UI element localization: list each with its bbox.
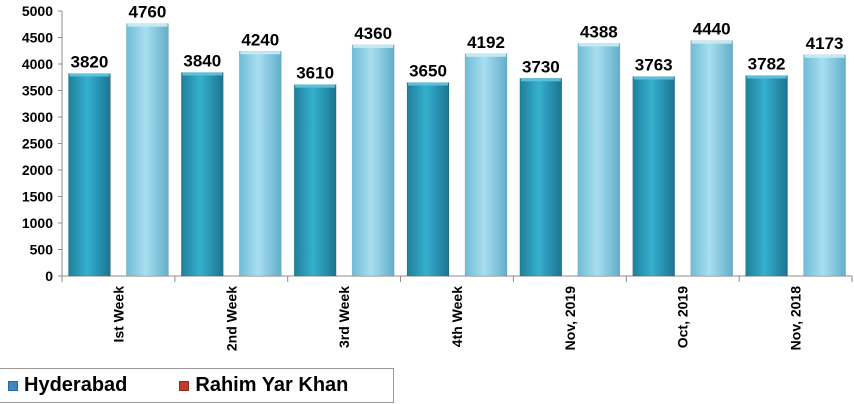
x-tick-label: 4th Week <box>449 286 465 347</box>
bar <box>803 54 846 277</box>
x-tick-label: 3rd Week <box>336 286 352 348</box>
y-tick-label: 3500 <box>22 83 53 99</box>
x-axis: Ist Week 2nd Week 3rd Week 4th Week Nov, 201… <box>61 275 853 351</box>
y-tick-label: 2000 <box>22 162 53 178</box>
bar <box>351 44 395 277</box>
x-tick-label: 2nd Week <box>223 286 239 351</box>
data-label: 3782 <box>748 55 786 74</box>
bar <box>180 72 224 277</box>
data-label: 3650 <box>409 62 447 81</box>
bar-highlight <box>746 75 787 79</box>
y-tick-label: 500 <box>30 242 54 258</box>
data-label: 4240 <box>241 30 279 49</box>
bar-highlight <box>578 43 619 47</box>
bar <box>238 50 282 277</box>
data-label: 4360 <box>354 24 392 43</box>
data-label: 3820 <box>71 53 109 72</box>
bar <box>126 23 169 277</box>
bar-series-group <box>68 23 846 277</box>
bar <box>68 73 111 277</box>
y-tick-label: 1000 <box>22 215 53 231</box>
y-tick-label: 3000 <box>22 109 53 125</box>
bar <box>577 43 621 277</box>
data-label: 4760 <box>129 3 167 22</box>
bar-highlight <box>69 73 110 77</box>
bar-highlight <box>127 23 168 27</box>
bar-highlight <box>466 53 506 57</box>
data-label: 4173 <box>806 34 844 53</box>
bar <box>632 76 676 277</box>
x-tick-label: Oct, 2019 <box>675 286 691 348</box>
bar <box>745 75 788 277</box>
x-tick-label: Nov, 2019 <box>562 286 578 351</box>
bar <box>293 84 337 277</box>
bar-highlight <box>408 82 448 86</box>
legend-item-hyderabad: Hyderabad <box>8 374 127 397</box>
legend-item-rahim-yar-khan: Rahim Yar Khan <box>179 374 348 397</box>
bar-highlight <box>353 44 394 48</box>
bar <box>690 40 734 277</box>
data-label: 3763 <box>635 56 673 75</box>
legend-swatch-rahim-yar-khan <box>179 380 190 391</box>
legend-label-rahim-yar-khan: Rahim Yar Khan <box>195 374 349 396</box>
y-tick-label: 5000 <box>22 3 53 19</box>
data-label-group: 3820 4760 3840 4240 3610 4360 3650 4192 3730 4388… <box>71 3 844 83</box>
y-axis: 0 500 1000 1500 2000 2500 3000 3500 4000 4500 5000 <box>22 3 63 284</box>
bar-highlight <box>691 40 732 44</box>
data-label: 3840 <box>183 51 221 70</box>
data-label: 4192 <box>467 33 505 52</box>
data-label: 4440 <box>693 20 731 39</box>
y-tick-label: 1500 <box>22 189 53 205</box>
bar-highlight <box>633 76 674 80</box>
legend-swatch-hyderabad <box>8 380 18 391</box>
bar-highlight <box>240 51 281 55</box>
bar-highlight <box>804 54 845 58</box>
y-tick-label: 2500 <box>22 136 53 152</box>
data-label: 3730 <box>522 57 560 76</box>
x-tick-label: Ist Week <box>110 286 126 343</box>
bar-highlight <box>182 72 223 76</box>
y-tick-label: 4500 <box>22 30 53 46</box>
bar <box>406 82 450 277</box>
y-tick-label: 0 <box>45 268 53 284</box>
bar-highlight <box>520 78 561 82</box>
y-tick-label: 4000 <box>22 56 53 72</box>
legend-label-hyderabad: Hyderabad <box>24 374 128 396</box>
legend: Hyderabad Rahim Yar Khan <box>0 368 394 403</box>
bar-highlight <box>295 84 336 88</box>
data-label: 4388 <box>580 22 618 41</box>
bar-chart: 0 500 1000 1500 2000 2500 3000 3500 4000 4500 5000… <box>22 3 853 351</box>
bar <box>464 53 508 277</box>
bar <box>519 78 563 277</box>
x-tick-label: Nov, 2018 <box>788 286 804 351</box>
data-label: 3610 <box>296 64 334 83</box>
